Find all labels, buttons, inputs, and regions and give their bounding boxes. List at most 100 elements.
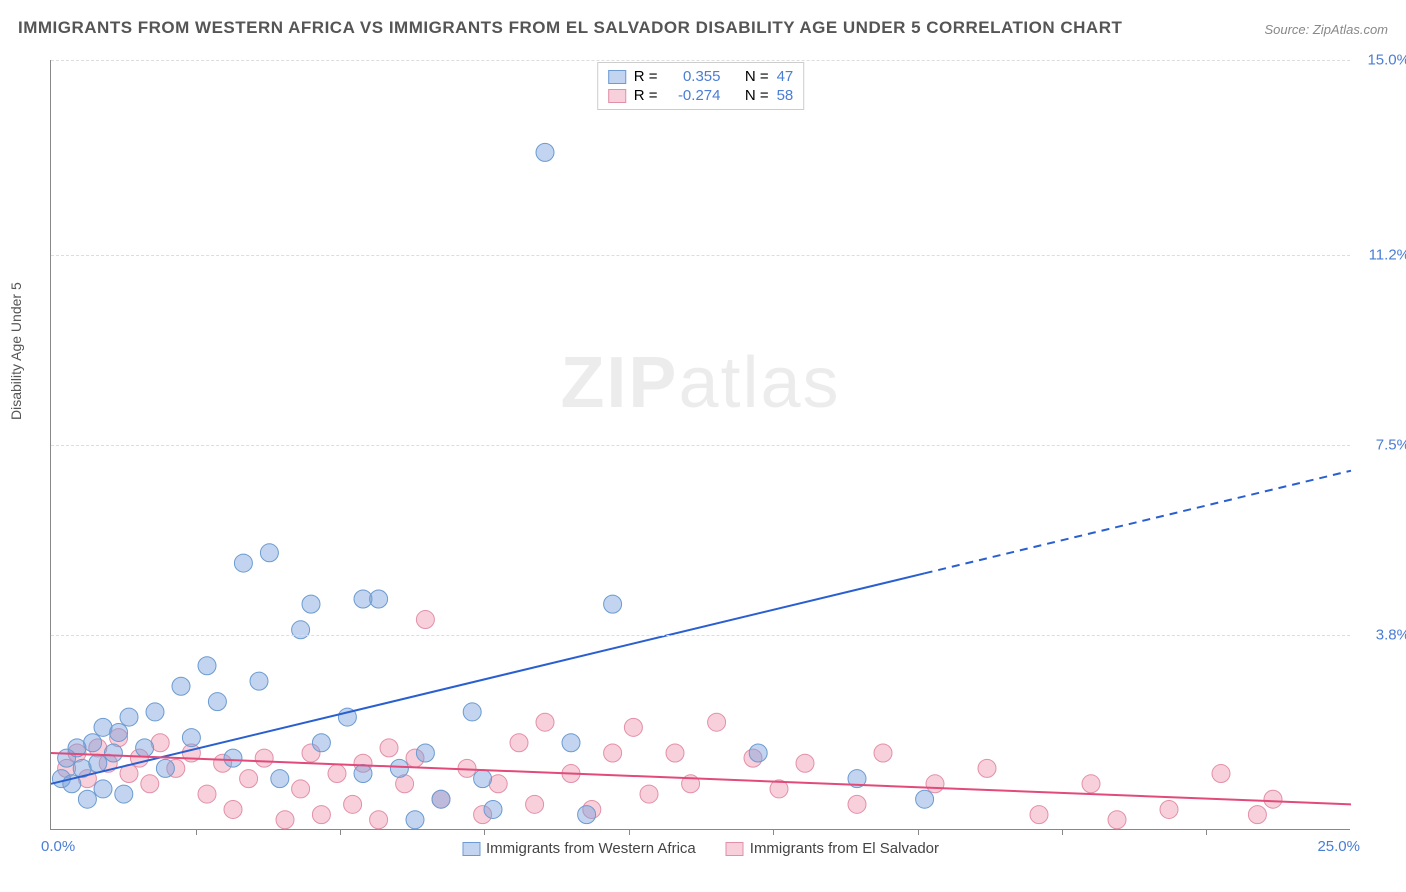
data-point <box>536 143 554 161</box>
data-point <box>250 672 268 690</box>
x-axis-max-label: 25.0% <box>1317 838 1360 855</box>
data-point <box>578 806 596 824</box>
y-tick-label: 7.5% <box>1355 437 1406 454</box>
data-point <box>224 800 242 818</box>
y-tick-label: 11.2% <box>1355 247 1406 264</box>
x-tick <box>918 829 919 835</box>
n-value-series-1: 47 <box>777 68 794 85</box>
data-point <box>390 759 408 777</box>
data-point <box>94 780 112 798</box>
data-point <box>146 703 164 721</box>
data-point <box>1248 806 1266 824</box>
data-point <box>380 739 398 757</box>
data-point <box>1108 811 1126 829</box>
data-point <box>416 744 434 762</box>
data-point <box>354 765 372 783</box>
data-point <box>104 744 122 762</box>
data-point <box>1082 775 1100 793</box>
gridline <box>51 445 1350 446</box>
correlation-legend: R = 0.355 N = 47 R = -0.274 N = 58 <box>597 62 805 110</box>
data-point <box>536 713 554 731</box>
data-point <box>260 544 278 562</box>
data-point <box>796 754 814 772</box>
swatch-series-2-bottom <box>726 842 744 856</box>
legend-item-series-2: Immigrants from El Salvador <box>726 840 939 857</box>
data-point <box>416 611 434 629</box>
swatch-series-2 <box>608 89 626 103</box>
chart-title: IMMIGRANTS FROM WESTERN AFRICA VS IMMIGR… <box>18 18 1122 38</box>
data-point <box>208 693 226 711</box>
data-point <box>666 744 684 762</box>
data-point <box>432 790 450 808</box>
data-point <box>312 734 330 752</box>
data-point <box>292 621 310 639</box>
gridline <box>51 255 1350 256</box>
gridline <box>51 635 1350 636</box>
data-point <box>1160 800 1178 818</box>
x-tick <box>484 829 485 835</box>
data-point <box>141 775 159 793</box>
data-point <box>240 770 258 788</box>
x-tick <box>196 829 197 835</box>
trendline-series-1-extrapolated <box>925 471 1351 574</box>
data-point <box>510 734 528 752</box>
data-point <box>198 657 216 675</box>
data-point <box>484 800 502 818</box>
data-point <box>604 744 622 762</box>
series-legend: Immigrants from Western Africa Immigrant… <box>462 840 939 857</box>
data-point <box>1264 790 1282 808</box>
x-tick <box>629 829 630 835</box>
data-point <box>604 595 622 613</box>
data-point <box>182 729 200 747</box>
data-point <box>526 795 544 813</box>
source-attribution: Source: ZipAtlas.com <box>1264 22 1388 37</box>
data-point <box>344 795 362 813</box>
x-axis-min-label: 0.0% <box>41 838 75 855</box>
data-point <box>198 785 216 803</box>
data-point <box>474 770 492 788</box>
legend-row-series-2: R = -0.274 N = 58 <box>608 86 794 105</box>
data-point <box>640 785 658 803</box>
data-point <box>1030 806 1048 824</box>
data-point <box>115 785 133 803</box>
y-tick-label: 3.8% <box>1355 626 1406 643</box>
data-point <box>708 713 726 731</box>
data-point <box>255 749 273 767</box>
data-point <box>234 554 252 572</box>
data-point <box>848 795 866 813</box>
data-point <box>302 595 320 613</box>
n-value-series-2: 58 <box>777 87 794 104</box>
data-point <box>276 811 294 829</box>
data-point <box>120 708 138 726</box>
data-point <box>978 759 996 777</box>
data-point <box>172 677 190 695</box>
legend-row-series-1: R = 0.355 N = 47 <box>608 67 794 86</box>
y-axis-label: Disability Age Under 5 <box>8 282 24 420</box>
x-tick <box>773 829 774 835</box>
data-point <box>271 770 289 788</box>
data-point <box>874 744 892 762</box>
legend-item-series-1: Immigrants from Western Africa <box>462 840 696 857</box>
swatch-series-1-bottom <box>462 842 480 856</box>
data-point <box>749 744 767 762</box>
data-point <box>328 765 346 783</box>
data-point <box>89 754 107 772</box>
data-point <box>916 790 934 808</box>
data-point <box>136 739 154 757</box>
data-point <box>370 811 388 829</box>
data-point <box>406 811 424 829</box>
data-point <box>84 734 102 752</box>
data-point <box>1212 765 1230 783</box>
swatch-series-1 <box>608 70 626 84</box>
data-point <box>224 749 242 767</box>
data-point <box>110 723 128 741</box>
y-tick-label: 15.0% <box>1355 52 1406 69</box>
data-point <box>562 734 580 752</box>
x-tick <box>1062 829 1063 835</box>
data-point <box>926 775 944 793</box>
gridline <box>51 60 1350 61</box>
data-point <box>78 790 96 808</box>
data-point <box>156 759 174 777</box>
data-point <box>292 780 310 798</box>
data-point <box>463 703 481 721</box>
